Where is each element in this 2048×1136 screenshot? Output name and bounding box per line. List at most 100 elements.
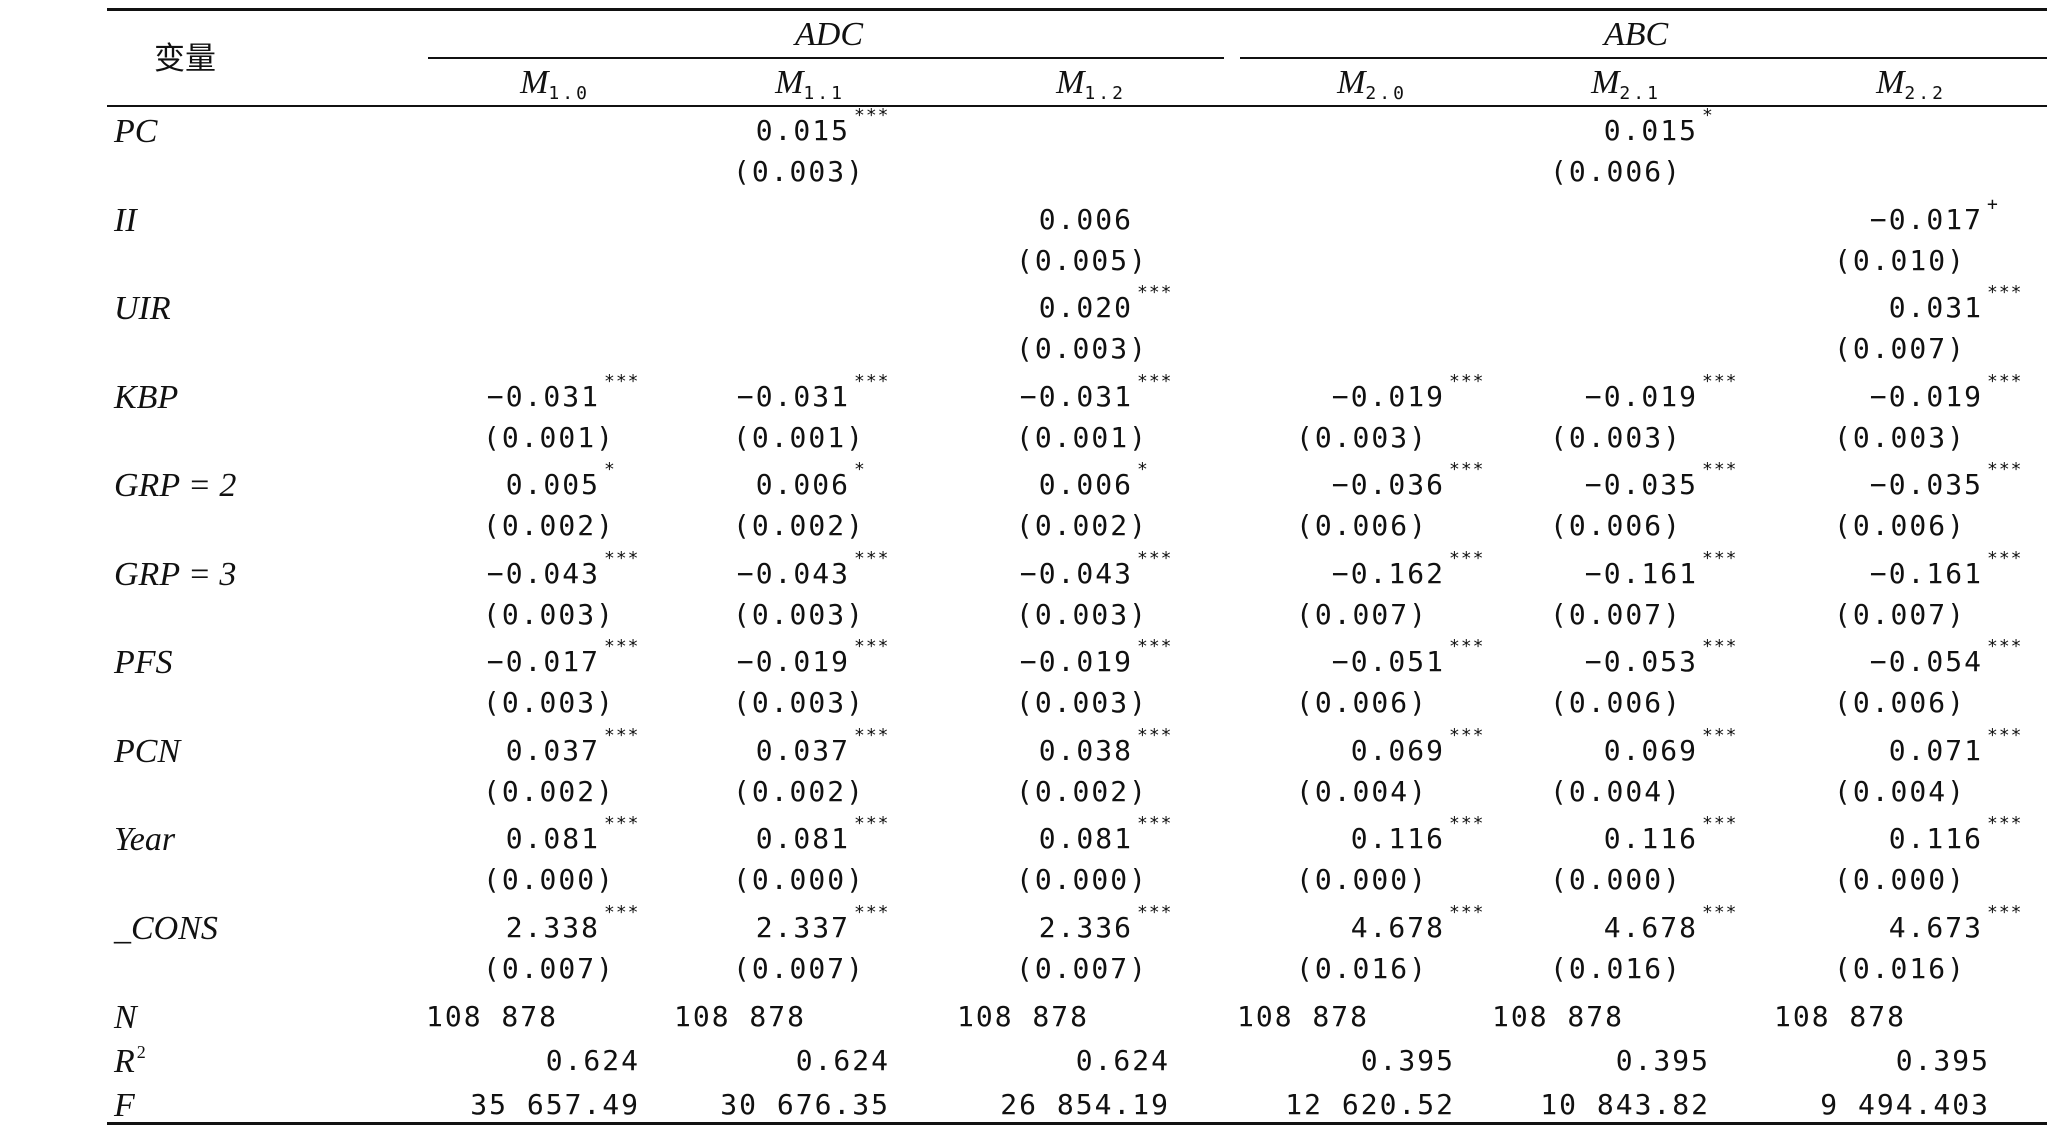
standard-error-value: (0.003) [732, 155, 865, 188]
coefficient-value: 2.338 [505, 910, 600, 944]
coefficient-value: 0.037 [505, 733, 600, 767]
stat-value: 0.624 [545, 1044, 640, 1077]
header-bottom-rule [107, 105, 2047, 107]
standard-error-value: (0.006) [1549, 686, 1682, 719]
stat-value: 26 854.19 [1000, 1088, 1170, 1121]
significance-stars: *** [604, 724, 640, 746]
standard-error-value: (0.003) [1549, 420, 1682, 454]
coefficient-value: −0.019 [1019, 645, 1133, 678]
significance-stars: *** [1987, 547, 2023, 569]
significance-stars: *** [1449, 636, 1485, 657]
coefficient-value: 0.006 [1038, 202, 1133, 236]
stat-value: 108 878 [1774, 1000, 1907, 1033]
coefficient-value: −0.031 [1019, 379, 1133, 413]
significance-stars: *** [854, 636, 890, 657]
stat-value: 30 676.35 [720, 1088, 890, 1121]
model-header: M1.1 [775, 64, 845, 104]
standard-error-value: (0.003) [1015, 686, 1148, 719]
significance-stars: *** [1449, 459, 1485, 480]
bottom-rule [107, 1122, 2047, 1125]
standard-error-value: (0.004) [1833, 774, 1966, 808]
significance-stars: *** [1702, 459, 1738, 480]
row-variable-label: II [114, 201, 137, 239]
adc-group-rule [428, 57, 1224, 59]
standard-error-value: (0.000) [1549, 863, 1682, 896]
stat-value: 10 843.82 [1540, 1088, 1710, 1121]
significance-stars: *** [854, 901, 890, 923]
stat-value: 0.395 [1895, 1044, 1990, 1077]
coefficient-value: −0.019 [736, 645, 850, 678]
stat-value: 12 620.52 [1285, 1088, 1455, 1121]
significance-stars: *** [1702, 370, 1738, 392]
significance-stars: *** [1137, 636, 1173, 657]
significance-stars: * [1702, 105, 1714, 126]
top-rule [107, 8, 2047, 11]
coefficient-value: 0.116 [1350, 822, 1445, 855]
significance-stars: * [1137, 459, 1149, 480]
standard-error-value: (0.003) [1015, 597, 1148, 631]
stat-value: 108 878 [1237, 1000, 1370, 1033]
stat-label: N [114, 999, 137, 1036]
significance-stars: *** [1137, 901, 1173, 923]
row-variable-label: PCN [114, 732, 181, 770]
standard-error-value: (0.004) [1295, 774, 1428, 808]
standard-error-value: (0.007) [1015, 951, 1148, 985]
significance-stars: *** [604, 547, 640, 569]
standard-error-value: (0.006) [1295, 686, 1428, 719]
significance-stars: + [1987, 193, 1999, 215]
stat-label: F [114, 1087, 135, 1124]
significance-stars: *** [1702, 636, 1738, 657]
coefficient-value: 0.006 [755, 468, 850, 501]
significance-stars: *** [1987, 282, 2023, 303]
coefficient-value: 4.678 [1350, 910, 1445, 944]
significance-stars: *** [1137, 813, 1173, 834]
significance-stars: *** [854, 547, 890, 569]
significance-stars: *** [854, 370, 890, 392]
coefficient-value: 0.038 [1038, 733, 1133, 767]
coefficient-value: 0.006 [1038, 468, 1133, 501]
significance-stars: *** [1702, 724, 1738, 746]
standard-error-value: (0.003) [1833, 420, 1966, 454]
stat-value: 35 657.49 [470, 1088, 640, 1121]
coefficient-value: 0.015 [755, 114, 850, 147]
standard-error-value: (0.007) [1833, 597, 1966, 631]
standard-error-value: (0.003) [732, 686, 865, 719]
coefficient-value: 4.673 [1888, 910, 1983, 944]
significance-stars: *** [854, 813, 890, 834]
coefficient-value: 0.116 [1603, 822, 1698, 855]
significance-stars: *** [854, 105, 890, 126]
standard-error-value: (0.006) [1833, 509, 1966, 542]
significance-stars: *** [1702, 547, 1738, 569]
model-header: M1.0 [520, 64, 590, 104]
coefficient-value: −0.019 [1584, 379, 1698, 413]
stat-value: 108 878 [426, 1000, 559, 1033]
significance-stars: *** [1137, 282, 1173, 303]
standard-error-value: (0.000) [732, 863, 865, 896]
coefficient-value: −0.161 [1869, 556, 1983, 590]
coefficient-value: −0.017 [1869, 202, 1983, 236]
row-variable-label: PFS [114, 644, 173, 681]
standard-error-value: (0.007) [482, 951, 615, 985]
standard-error-value: (0.000) [1295, 863, 1428, 896]
coefficient-value: 0.081 [1038, 822, 1133, 855]
coefficient-value: −0.031 [736, 379, 850, 413]
row-variable-label: KBP [114, 378, 179, 416]
coefficient-value: 4.678 [1603, 910, 1698, 944]
standard-error-value: (0.007) [1549, 597, 1682, 631]
standard-error-value: (0.006) [1549, 509, 1682, 542]
group-header-abc: ABC [1604, 16, 1669, 53]
coefficient-value: −0.051 [1331, 645, 1445, 678]
significance-stars: *** [1449, 724, 1485, 746]
standard-error-value: (0.007) [1295, 597, 1428, 631]
coefficient-value: 0.031 [1888, 291, 1983, 324]
coefficient-value: 0.005 [505, 468, 600, 501]
coefficient-value: −0.019 [1869, 379, 1983, 413]
coefficient-value: −0.031 [486, 379, 600, 413]
standard-error-value: (0.004) [1549, 774, 1682, 808]
standard-error-value: (0.003) [482, 597, 615, 631]
standard-error-value: (0.006) [1549, 155, 1682, 188]
row-variable-label: _CONS [114, 909, 218, 947]
coefficient-value: 0.071 [1888, 733, 1983, 767]
standard-error-value: (0.002) [1015, 774, 1148, 808]
coefficient-value: 0.069 [1350, 733, 1445, 767]
